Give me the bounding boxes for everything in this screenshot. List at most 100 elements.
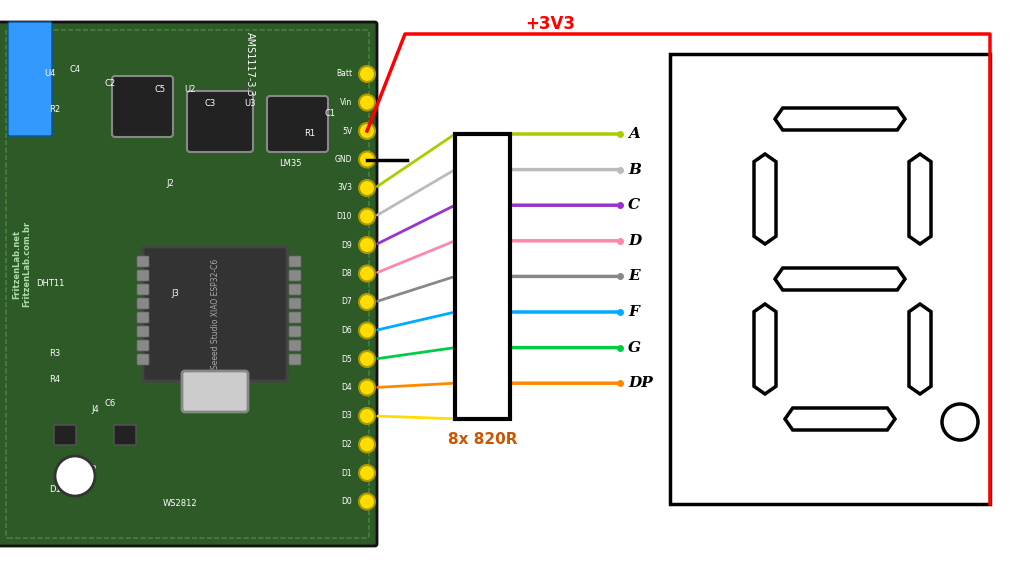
Circle shape	[359, 494, 375, 509]
FancyBboxPatch shape	[137, 298, 150, 309]
FancyBboxPatch shape	[8, 22, 52, 136]
FancyBboxPatch shape	[112, 76, 173, 137]
Text: DHT11: DHT11	[36, 280, 65, 289]
FancyBboxPatch shape	[137, 340, 150, 351]
Circle shape	[359, 266, 375, 281]
FancyBboxPatch shape	[267, 96, 328, 152]
Text: Batt: Batt	[336, 69, 352, 78]
Circle shape	[359, 465, 375, 481]
Text: D8: D8	[341, 269, 352, 278]
Text: D5: D5	[341, 355, 352, 364]
Text: D: D	[834, 412, 846, 426]
Text: D4: D4	[341, 383, 352, 392]
Text: C2: C2	[104, 80, 116, 89]
Text: +3V3: +3V3	[525, 15, 575, 33]
FancyBboxPatch shape	[289, 298, 301, 309]
Polygon shape	[754, 304, 776, 394]
Text: LM35: LM35	[279, 160, 301, 169]
Text: A: A	[835, 112, 846, 126]
Circle shape	[359, 123, 375, 139]
FancyBboxPatch shape	[137, 284, 150, 295]
Circle shape	[359, 209, 375, 224]
Circle shape	[359, 180, 375, 196]
Text: R3: R3	[49, 350, 60, 359]
Circle shape	[359, 437, 375, 452]
FancyBboxPatch shape	[289, 270, 301, 281]
Text: GND: GND	[335, 155, 352, 164]
FancyBboxPatch shape	[289, 354, 301, 365]
Text: WS2812: WS2812	[62, 465, 97, 474]
Circle shape	[55, 456, 95, 496]
Text: D7: D7	[341, 297, 352, 306]
Text: Seeed Studio XIAO ESP32-C6: Seeed Studio XIAO ESP32-C6	[211, 259, 219, 369]
Text: C: C	[628, 198, 640, 212]
Circle shape	[359, 294, 375, 310]
Text: DP: DP	[628, 376, 652, 390]
FancyBboxPatch shape	[137, 270, 150, 281]
Text: 8x 820R: 8x 820R	[447, 431, 517, 447]
Text: C4: C4	[70, 64, 81, 73]
Text: 5V: 5V	[342, 126, 352, 135]
Text: D3: D3	[341, 412, 352, 421]
Circle shape	[359, 237, 375, 253]
Polygon shape	[909, 154, 931, 244]
Text: U3: U3	[245, 99, 256, 108]
Circle shape	[359, 95, 375, 111]
FancyBboxPatch shape	[289, 284, 301, 295]
Text: 3V3: 3V3	[337, 183, 352, 192]
Text: B: B	[628, 162, 641, 177]
Text: E: E	[628, 270, 640, 283]
Text: U4: U4	[44, 69, 55, 78]
Text: AMS1117-3.3: AMS1117-3.3	[245, 32, 255, 96]
Text: D6: D6	[341, 326, 352, 335]
FancyBboxPatch shape	[289, 312, 301, 323]
Circle shape	[359, 351, 375, 367]
FancyBboxPatch shape	[289, 326, 301, 337]
Bar	[455, 134, 510, 419]
FancyBboxPatch shape	[137, 326, 150, 337]
Text: J3: J3	[171, 289, 179, 298]
Text: J4: J4	[91, 404, 99, 413]
Text: WS2812: WS2812	[163, 500, 198, 509]
Text: C6: C6	[104, 399, 116, 408]
Text: R2: R2	[49, 104, 60, 113]
Text: D: D	[628, 234, 641, 248]
Text: E: E	[760, 342, 771, 356]
FancyBboxPatch shape	[289, 340, 301, 351]
Circle shape	[359, 66, 375, 82]
Bar	[670, 54, 990, 504]
Text: G: G	[834, 272, 846, 286]
FancyBboxPatch shape	[143, 247, 287, 381]
FancyBboxPatch shape	[289, 256, 301, 267]
Text: J2: J2	[166, 179, 174, 188]
FancyBboxPatch shape	[187, 91, 253, 152]
Text: C1: C1	[325, 109, 336, 118]
Polygon shape	[785, 408, 895, 430]
Circle shape	[359, 323, 375, 338]
Polygon shape	[775, 108, 905, 130]
Text: C: C	[914, 342, 926, 356]
Circle shape	[359, 408, 375, 424]
Text: D1: D1	[49, 484, 60, 494]
Text: DP: DP	[951, 417, 969, 426]
FancyBboxPatch shape	[137, 312, 150, 323]
Text: F: F	[760, 192, 770, 206]
Text: G: G	[628, 341, 641, 355]
Text: F: F	[628, 305, 639, 319]
FancyBboxPatch shape	[114, 425, 136, 445]
Text: D2: D2	[341, 440, 352, 449]
Circle shape	[359, 152, 375, 168]
Text: FritzenLab.net
FritzenLab.com.br: FritzenLab.net FritzenLab.com.br	[12, 221, 32, 307]
FancyBboxPatch shape	[54, 425, 76, 445]
FancyBboxPatch shape	[137, 256, 150, 267]
Text: Vin: Vin	[340, 98, 352, 107]
Polygon shape	[754, 154, 776, 244]
Text: R4: R4	[49, 374, 60, 384]
Text: D10: D10	[337, 212, 352, 221]
Text: B: B	[914, 192, 926, 206]
Polygon shape	[775, 268, 905, 290]
Text: D9: D9	[341, 240, 352, 249]
Text: A: A	[628, 127, 640, 141]
Circle shape	[942, 404, 978, 440]
FancyBboxPatch shape	[0, 22, 377, 546]
